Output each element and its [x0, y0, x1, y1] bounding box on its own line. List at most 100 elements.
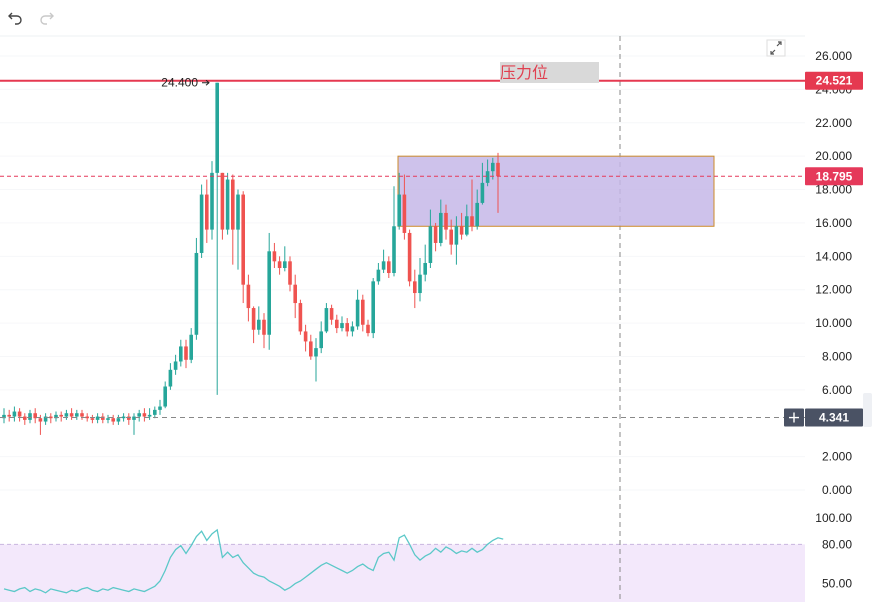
rsi-line — [3, 528, 504, 594]
rsi-tick-label: 80.00 — [822, 537, 852, 551]
candle-body — [38, 418, 43, 422]
candle-body — [314, 348, 318, 357]
candle-body — [480, 182, 485, 203]
candle-body — [33, 413, 37, 419]
undo-icon — [8, 12, 22, 25]
candle-body — [496, 162, 500, 177]
candle-body — [392, 226, 396, 274]
candle-body — [350, 326, 355, 332]
candle-body — [210, 172, 214, 230]
candle-body — [231, 179, 235, 230]
candle-body — [335, 319, 339, 329]
toolbar — [0, 0, 872, 36]
candle-body — [439, 212, 443, 243]
candle-body — [340, 323, 344, 329]
candle-body — [23, 416, 27, 420]
rsi-tick-label: 100.00 — [815, 511, 852, 525]
candle-body — [225, 179, 230, 230]
candle-body — [127, 416, 131, 420]
candle-body — [49, 416, 53, 419]
candle-body — [158, 406, 162, 410]
candle-body — [277, 261, 282, 268]
crosshair-price-badge: 4.341 — [819, 411, 849, 425]
price-tick-label: 16.000 — [815, 216, 852, 230]
candle-body — [111, 418, 115, 422]
redo-button[interactable] — [36, 6, 58, 28]
candle-body — [12, 411, 17, 417]
candle-body — [449, 229, 453, 245]
candle-body — [397, 194, 401, 227]
last-price-badge-bg — [805, 167, 863, 186]
expand-button[interactable] — [766, 39, 786, 57]
candle-body — [184, 346, 188, 360]
candle-body — [137, 413, 141, 417]
candle-body — [454, 226, 459, 245]
price-tick-label: 8.000 — [822, 349, 852, 363]
candle-body — [387, 261, 391, 274]
candle-body — [90, 418, 95, 420]
candle-body — [459, 226, 464, 235]
candle-body — [319, 331, 323, 349]
candle-body — [28, 413, 32, 420]
undo-button[interactable] — [4, 6, 26, 28]
candle-body — [465, 216, 469, 235]
candle-body — [116, 418, 121, 422]
candle-body — [215, 82, 219, 173]
candle-body — [80, 413, 84, 417]
candle-body — [142, 413, 147, 417]
candle-body — [153, 409, 157, 415]
candle-body — [251, 308, 256, 330]
candle-body — [101, 416, 105, 420]
candle-body — [267, 251, 271, 335]
candle-body — [163, 386, 167, 407]
candle-body — [324, 308, 329, 332]
candle-body — [355, 299, 360, 327]
candle-body — [381, 261, 386, 270]
candle-body — [205, 194, 209, 230]
candle-body — [199, 194, 204, 253]
candle-body — [189, 334, 193, 360]
candle-body — [491, 162, 495, 172]
resistance-zone-box[interactable] — [397, 155, 715, 227]
candle-body — [179, 346, 183, 362]
candle-body — [121, 416, 126, 419]
price-scale-scroll-handle[interactable] — [863, 393, 872, 427]
candle-body — [95, 416, 100, 420]
candle-body — [69, 413, 74, 417]
arrow-right-icon — [202, 79, 210, 86]
candle-body — [236, 194, 240, 230]
candle-body — [43, 416, 48, 422]
price-tick-label: 26.000 — [815, 49, 852, 63]
candle-body — [329, 308, 334, 320]
candle-body — [485, 171, 490, 183]
candle-body — [194, 252, 199, 335]
annotation-text: 压力位 — [500, 64, 548, 82]
plus-icon — [789, 412, 799, 423]
candle-body — [413, 281, 417, 294]
candle-body — [309, 341, 313, 357]
candle-body — [298, 303, 303, 332]
price-tick-label: 22.000 — [815, 116, 852, 130]
price-tick-label: 20.000 — [815, 149, 852, 163]
price-tick-label: 12.000 — [815, 283, 852, 297]
candle-body — [54, 414, 58, 419]
candle-body — [361, 299, 365, 325]
expand-icon — [766, 39, 786, 57]
candle-body — [220, 172, 225, 230]
candle-body — [85, 416, 89, 419]
candle-body — [423, 262, 427, 275]
candle-body — [17, 411, 22, 417]
crosshair-price-badge-bg — [805, 408, 863, 427]
candle-body — [246, 284, 251, 309]
annotation-box[interactable] — [500, 62, 599, 83]
candle-body — [106, 418, 110, 420]
candle-body — [2, 414, 6, 419]
candle-body — [64, 413, 69, 417]
price-tick-label: 14.000 — [815, 249, 852, 263]
candle-body — [371, 281, 375, 334]
redo-icon — [40, 12, 54, 25]
price-tick-label: 2.000 — [822, 450, 852, 464]
candle-body — [241, 194, 245, 285]
candle-body — [345, 323, 349, 332]
